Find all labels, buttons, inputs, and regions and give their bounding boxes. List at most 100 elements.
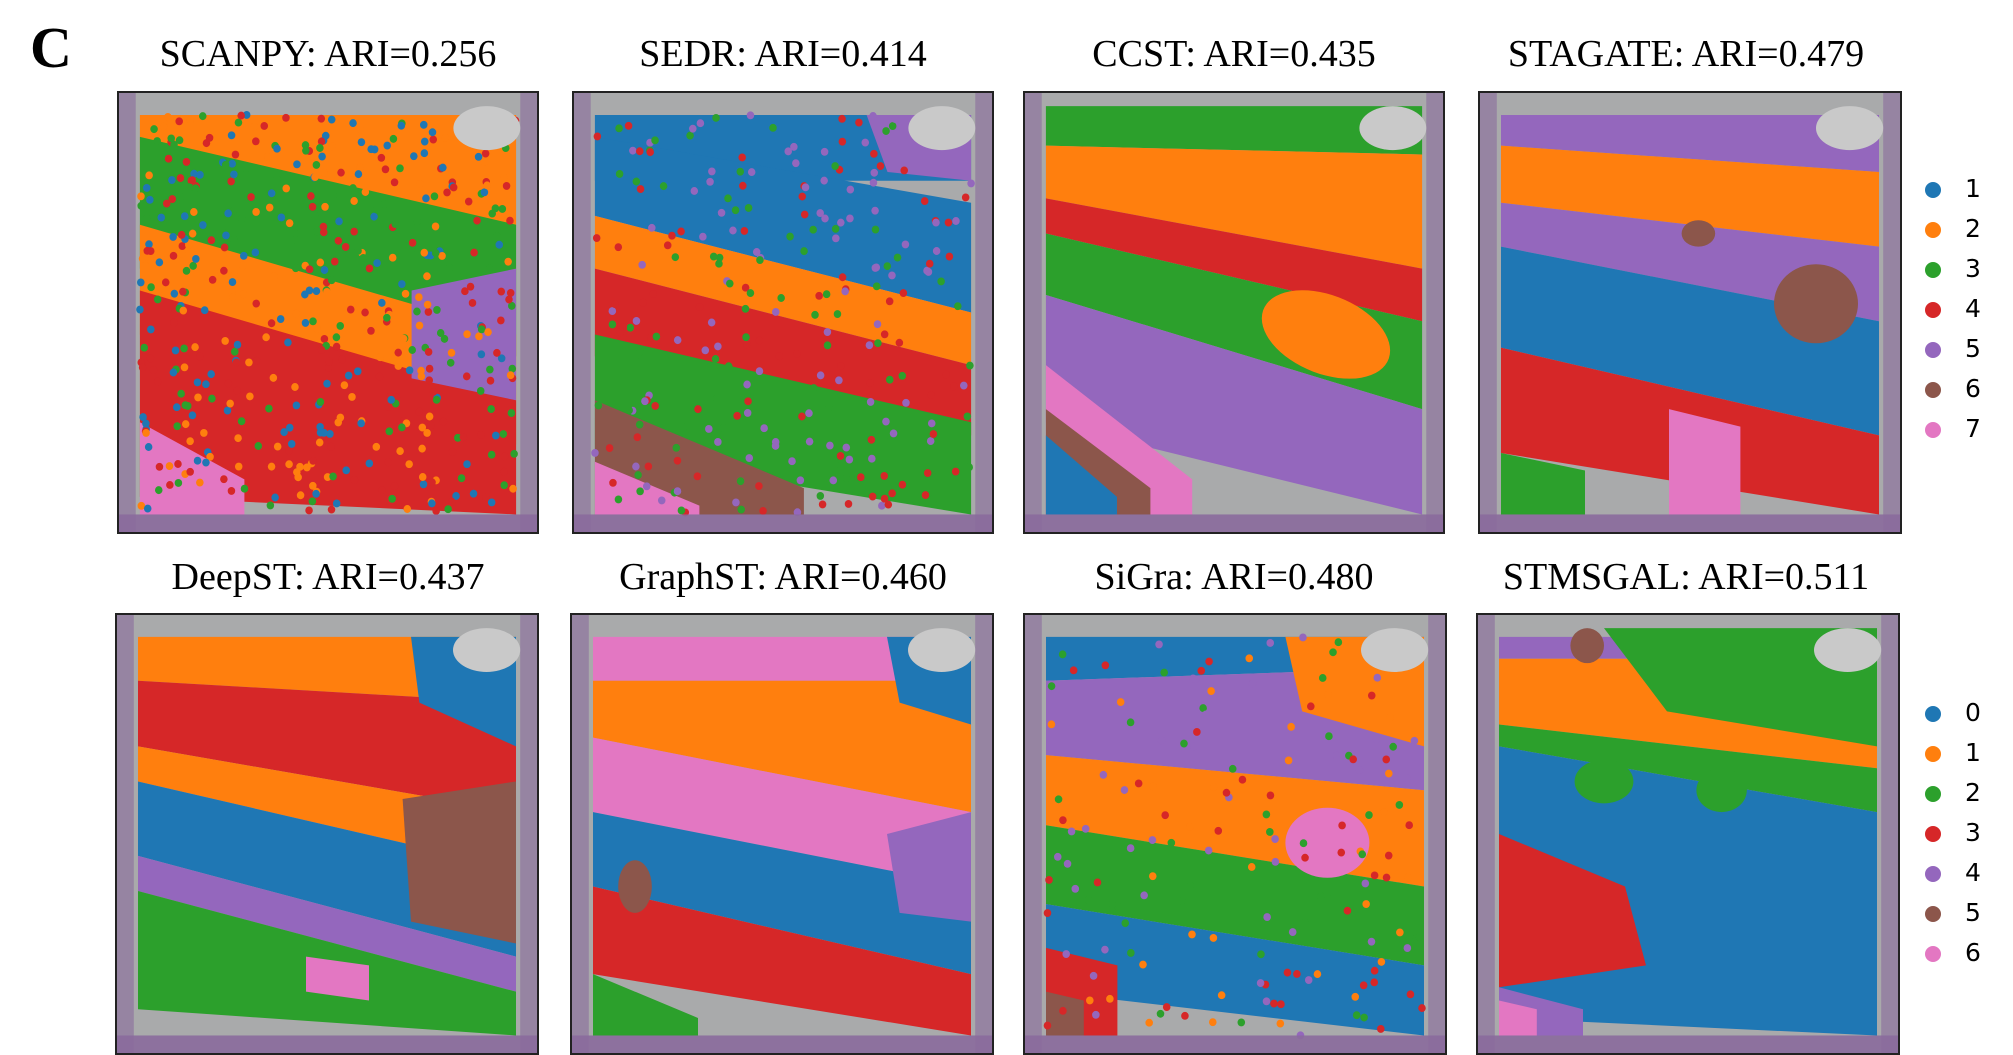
spot bbox=[311, 211, 319, 220]
spot bbox=[1325, 732, 1333, 741]
spot bbox=[466, 282, 475, 291]
spot bbox=[837, 218, 845, 227]
spot bbox=[1361, 879, 1370, 888]
legend-marker-icon bbox=[1925, 906, 1941, 922]
spot bbox=[836, 461, 845, 470]
cluster-region bbox=[1045, 435, 1117, 515]
spot bbox=[170, 289, 179, 298]
spot bbox=[866, 379, 874, 387]
tissue-edge bbox=[1428, 615, 1445, 1053]
spot bbox=[405, 460, 413, 469]
spot bbox=[1362, 900, 1370, 908]
spot bbox=[242, 110, 251, 119]
spot bbox=[1403, 774, 1411, 783]
spot bbox=[247, 193, 255, 201]
spot bbox=[461, 287, 469, 296]
spot bbox=[668, 231, 676, 240]
spot bbox=[1062, 950, 1070, 958]
spot bbox=[644, 462, 653, 471]
spot bbox=[153, 137, 161, 146]
spot bbox=[838, 273, 847, 282]
spot bbox=[1334, 638, 1343, 647]
spot bbox=[482, 493, 490, 502]
cluster-region bbox=[593, 636, 971, 681]
cluster-region bbox=[594, 334, 972, 515]
spot bbox=[1093, 878, 1102, 887]
spot bbox=[222, 231, 230, 240]
spot bbox=[885, 297, 894, 306]
spot bbox=[1395, 800, 1404, 809]
spot bbox=[1271, 857, 1280, 866]
spot bbox=[647, 333, 655, 342]
spot bbox=[444, 505, 452, 514]
cluster-region bbox=[1774, 264, 1858, 344]
spot bbox=[457, 474, 466, 483]
spot bbox=[153, 295, 162, 304]
spot bbox=[417, 372, 426, 381]
spot bbox=[308, 202, 317, 211]
spot bbox=[1045, 876, 1053, 884]
spot bbox=[390, 482, 399, 491]
spot bbox=[499, 430, 508, 438]
spot bbox=[901, 240, 910, 249]
spot bbox=[659, 182, 668, 191]
spot bbox=[136, 305, 144, 314]
spot bbox=[265, 404, 273, 413]
tissue-edge bbox=[119, 514, 537, 532]
spot bbox=[282, 113, 290, 122]
spot bbox=[282, 184, 291, 193]
spot bbox=[207, 236, 216, 245]
spot bbox=[818, 500, 827, 509]
spot bbox=[398, 280, 406, 289]
cluster-region bbox=[1285, 807, 1370, 878]
spot bbox=[147, 256, 155, 265]
spot bbox=[1202, 710, 1210, 719]
spot bbox=[230, 170, 238, 179]
spot bbox=[367, 326, 375, 335]
tissue-hole bbox=[453, 106, 521, 151]
spot bbox=[1372, 735, 1381, 744]
spot bbox=[1089, 971, 1098, 980]
tissue-edge bbox=[1025, 615, 1042, 1053]
spot bbox=[495, 240, 504, 249]
cluster-region bbox=[1501, 145, 1879, 247]
spot bbox=[168, 195, 177, 204]
spot bbox=[196, 170, 204, 179]
spot bbox=[1367, 691, 1376, 700]
spot bbox=[874, 339, 882, 348]
spot bbox=[169, 232, 177, 241]
cluster-region bbox=[1045, 145, 1423, 269]
spot bbox=[593, 132, 602, 141]
spot bbox=[1134, 779, 1143, 788]
spot bbox=[743, 380, 751, 389]
spot bbox=[731, 206, 740, 215]
spot bbox=[1199, 704, 1207, 713]
spot bbox=[273, 442, 282, 451]
spot bbox=[180, 363, 189, 372]
spot bbox=[1092, 863, 1100, 872]
spot bbox=[891, 115, 900, 124]
spot bbox=[709, 252, 718, 261]
spot bbox=[227, 486, 236, 495]
spot bbox=[428, 499, 436, 508]
spot bbox=[1338, 821, 1346, 830]
spot bbox=[420, 149, 429, 158]
spot bbox=[439, 417, 448, 426]
spot bbox=[1324, 894, 1333, 903]
spot bbox=[639, 298, 647, 307]
spot bbox=[344, 371, 353, 380]
spot bbox=[950, 382, 958, 391]
spot bbox=[838, 137, 847, 146]
spot bbox=[202, 458, 210, 467]
spot bbox=[715, 253, 724, 262]
spot bbox=[350, 227, 358, 236]
spot bbox=[323, 379, 331, 388]
spot bbox=[815, 291, 823, 300]
spot bbox=[1406, 990, 1415, 999]
spot bbox=[399, 340, 407, 349]
panel-letter: C bbox=[30, 15, 72, 80]
spot bbox=[452, 492, 460, 500]
spot bbox=[634, 471, 642, 479]
tissue-hole bbox=[1816, 106, 1884, 151]
cluster-region bbox=[1499, 834, 1646, 988]
